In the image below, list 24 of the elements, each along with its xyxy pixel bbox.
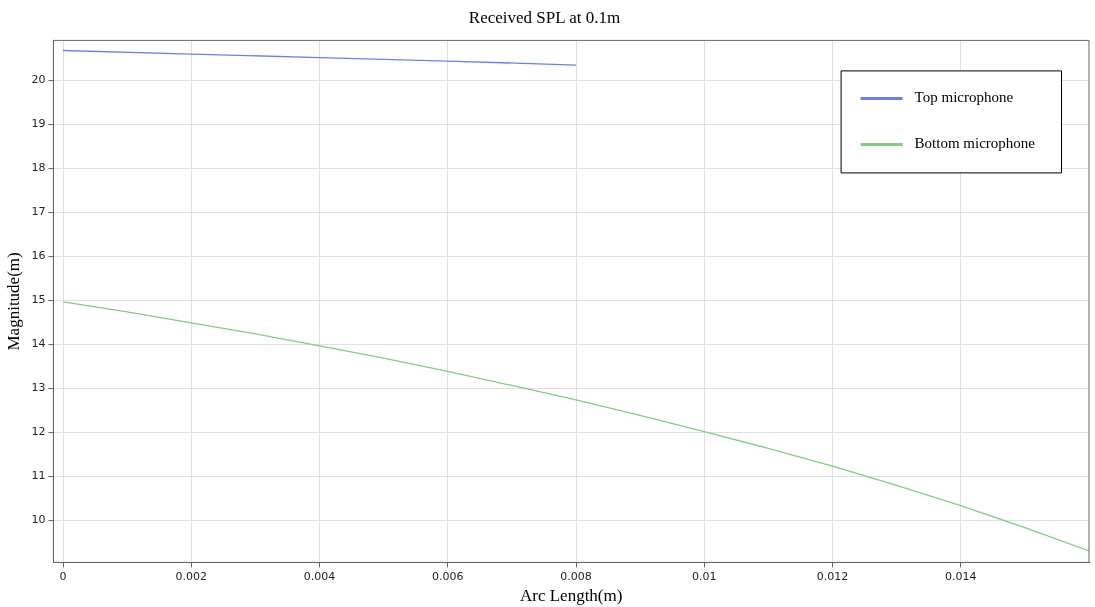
x-tick-label: 0.004	[303, 569, 336, 583]
y-tick-label: 15	[31, 292, 46, 306]
x-tick-label: 0.008	[560, 569, 592, 583]
x-tick-label: 0.01	[692, 569, 717, 583]
chart-title: Received SPL at 0.1m	[468, 7, 621, 27]
legend-label: Top microphone	[914, 89, 1014, 106]
y-tick-label: 17	[31, 204, 46, 218]
legend-label: Bottom microphone	[914, 135, 1036, 152]
x-tick-label: 0.002	[175, 569, 208, 583]
y-tick-label: 14	[31, 336, 46, 350]
x-tick-label: 0.014	[945, 569, 977, 583]
y-tick-label: 18	[31, 160, 46, 174]
x-tick-label: 0.006	[432, 569, 464, 583]
x-tick-label: 0	[59, 569, 67, 583]
y-tick-label: 20	[31, 72, 46, 86]
x-tick-label: 0.012	[816, 569, 849, 583]
y-axis-title: Magnitude(m)	[3, 252, 23, 351]
y-tick-label: 16	[31, 248, 46, 262]
y-tick-label: 11	[31, 468, 46, 482]
x-axis-title: Arc Length(m)	[519, 586, 623, 606]
y-tick-label: 10	[31, 513, 46, 527]
y-tick-label: 19	[31, 116, 46, 130]
y-tick-label: 13	[31, 380, 46, 394]
y-tick-label: 12	[31, 424, 46, 438]
